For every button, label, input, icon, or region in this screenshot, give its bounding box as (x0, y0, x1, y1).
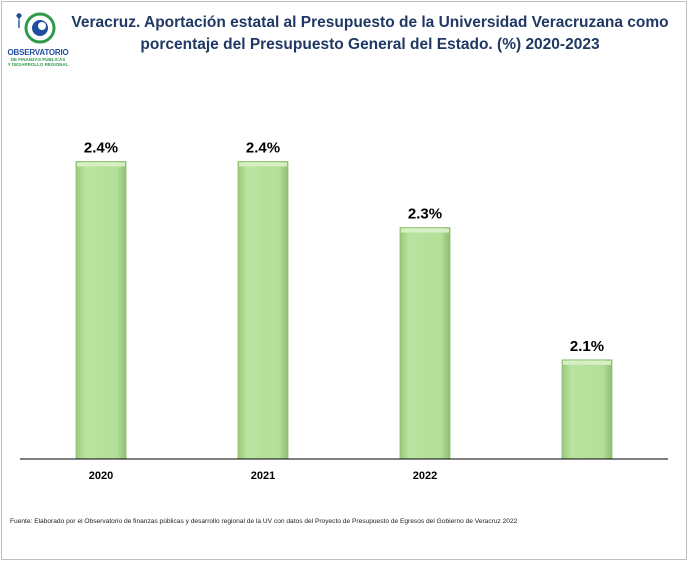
bar-highlight (401, 228, 449, 233)
logo-subtitle-1: DE FINANZAS PÚBLICAS (10, 57, 66, 62)
observatorio-logo: OBSERVATORIO DE FINANZAS PÚBLICAS Y DESA… (6, 8, 70, 80)
bar-item-4 (561, 359, 613, 460)
bar-2022 (399, 227, 451, 460)
logo-name: OBSERVATORIO (7, 48, 69, 57)
bar-highlight (563, 360, 611, 365)
x-tick-label: 2022 (413, 470, 437, 482)
data-label: 2.3% (408, 206, 442, 223)
chart-title-line-1: Veracruz. Aportación estatal al Presupue… (71, 14, 669, 31)
logo-emblem-icon (16, 12, 56, 44)
data-label: 2.4% (246, 139, 280, 156)
x-tick-label: 2021 (251, 470, 275, 482)
data-label: 2.4% (84, 139, 118, 156)
bar-highlight (77, 162, 125, 167)
x-tick-label: 2020 (89, 470, 113, 482)
bar-2021 (237, 161, 289, 460)
source-note: Fuente: Elaborado por el Observatorio de… (10, 518, 518, 525)
data-label: 2.1% (570, 338, 604, 355)
bar-2020 (75, 161, 127, 460)
logo-subtitle-2: Y DESARROLLO REGIONAL (7, 62, 69, 67)
chart-title: Veracruz. Aportación estatal al Presupue… (60, 12, 680, 56)
chart-title-line-2: porcentaje del Presupuesto General del E… (140, 36, 600, 53)
bar-highlight (239, 162, 287, 167)
